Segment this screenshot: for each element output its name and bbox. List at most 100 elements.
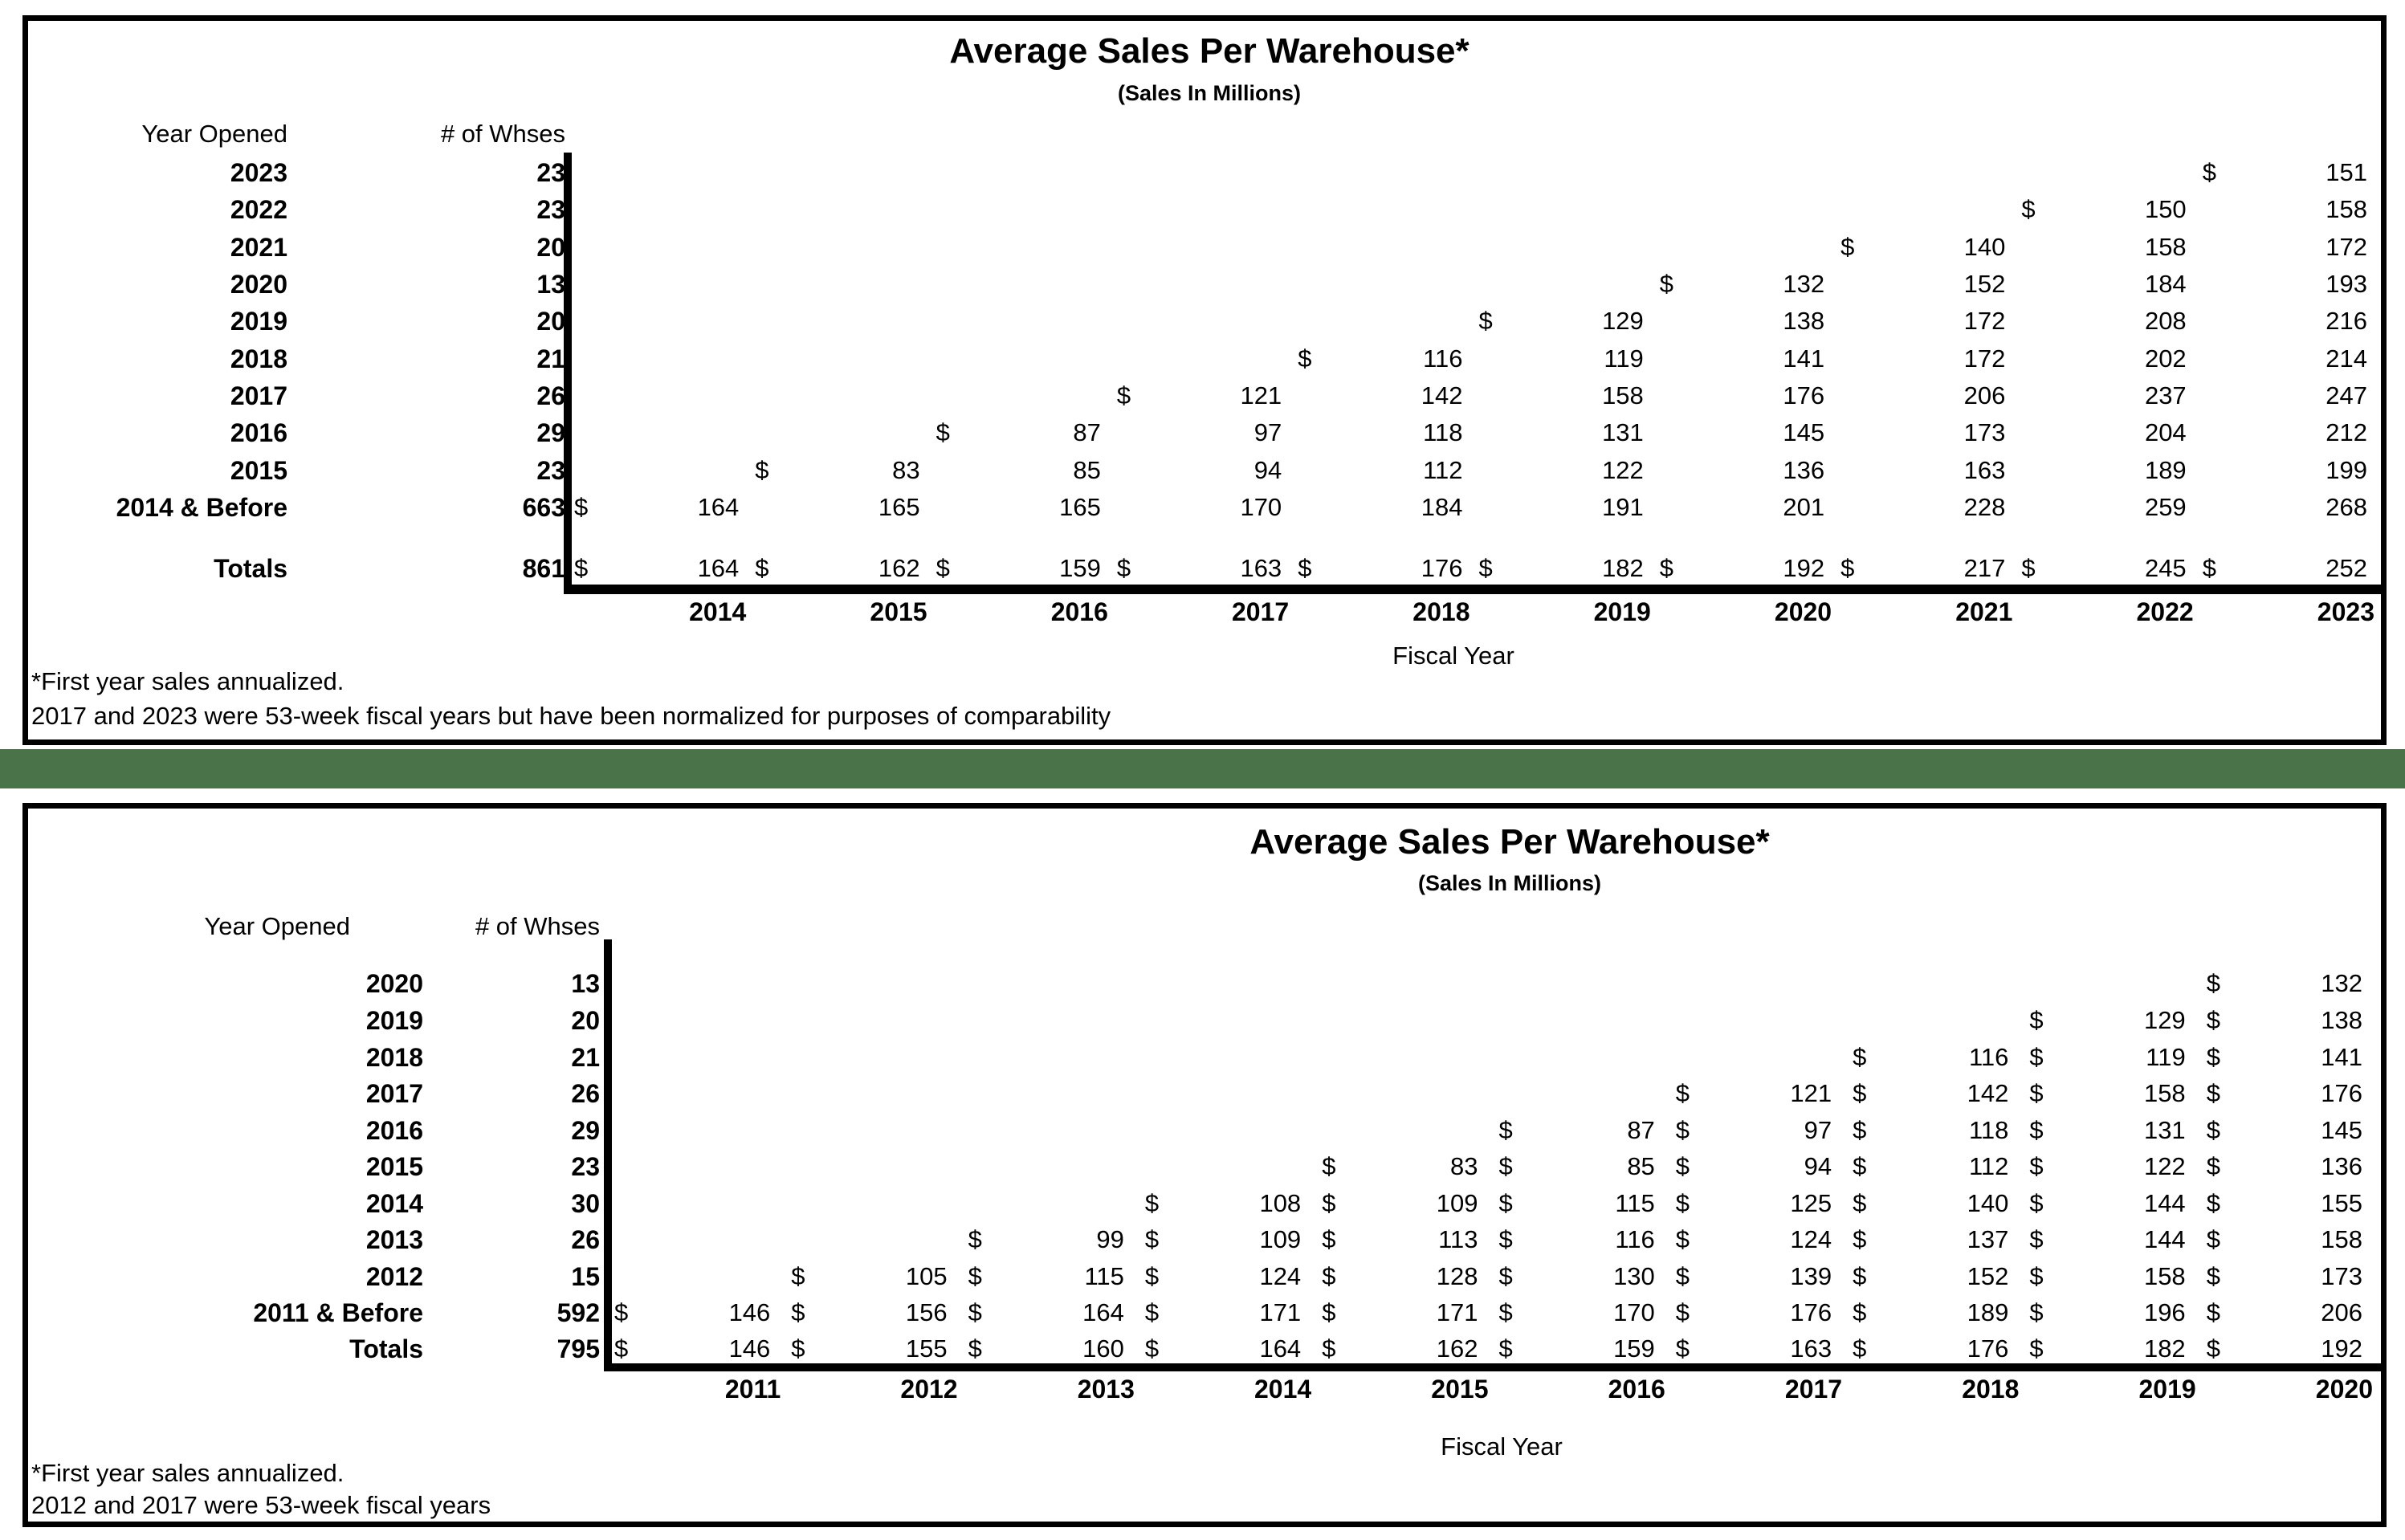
whses-count: 23: [536, 456, 565, 485]
totals-whses-count: 795: [556, 1334, 600, 1363]
sales-cell: $137: [1850, 1224, 2027, 1256]
year-label: 2012: [365, 1262, 423, 1291]
dollar-sign: [934, 491, 936, 524]
dollar-sign: [1657, 305, 1660, 337]
sales-cell: $94: [1673, 1151, 1850, 1183]
footnote: 2012 and 2017 were 53-week fiscal years: [31, 1491, 491, 1519]
sales-cell: $87: [934, 417, 1115, 449]
cell-value: 158: [2144, 233, 2187, 261]
fiscal-year-label: 2019: [1593, 597, 1651, 626]
sales-cell: $112: [1850, 1151, 2027, 1183]
year-label: 2011 & Before: [253, 1298, 423, 1327]
dollar-sign: $: [1478, 554, 1493, 582]
cell-value: 140: [1963, 233, 2006, 261]
cell-value: 171: [1259, 1298, 1302, 1326]
dollar-sign: $: [2029, 1079, 2044, 1107]
sales-cell: 141: [1657, 343, 1838, 375]
dollar-sign: [2200, 380, 2203, 412]
dollar-sign: $: [755, 456, 769, 484]
cell-value: 162: [878, 554, 920, 582]
totals-label: Totals: [349, 1334, 423, 1363]
dollar-sign: [2019, 380, 2021, 412]
fiscal-year-label: 2020: [1774, 597, 1832, 626]
dollar-sign: [2200, 491, 2203, 524]
sales-cell: $162: [752, 552, 933, 585]
cell-value: 142: [1967, 1079, 2009, 1107]
dollar-sign: $: [2206, 1006, 2220, 1034]
cell-value: 252: [2326, 554, 2367, 582]
fiscal-year-label: 2016: [1608, 1375, 1665, 1404]
sales-cell: $146: [612, 1333, 789, 1365]
cell-value: 259: [2144, 493, 2187, 521]
dollar-sign: $: [1322, 1225, 1336, 1253]
dollar-sign: [1477, 343, 1479, 375]
dollar-sign: $: [574, 493, 589, 521]
sales-cell: $163: [1115, 552, 1295, 585]
sales-cell: $144: [2027, 1224, 2203, 1256]
sales-cell: $87: [1497, 1114, 1673, 1147]
cell-value: 144: [2143, 1225, 2186, 1253]
sales-cell: $158: [2027, 1261, 2203, 1293]
dollar-sign: $: [2029, 1225, 2044, 1253]
cell-value: 206: [1963, 381, 2006, 409]
fiscal-year-label: 2012: [900, 1375, 958, 1404]
sales-cell: $138: [2204, 1004, 2381, 1037]
dollar-sign: $: [614, 1298, 629, 1326]
sales-cell: $189: [1850, 1297, 2027, 1329]
dollar-sign: $: [968, 1262, 982, 1290]
report-table-top: Average Sales Per Warehouse* (Sales In Mi…: [22, 15, 2387, 745]
dollar-sign: [1295, 380, 1298, 412]
dollar-sign: $: [755, 554, 769, 582]
cell-value: 155: [2321, 1189, 2362, 1217]
cell-value: 176: [2321, 1079, 2362, 1107]
dollar-sign: $: [2206, 1298, 2220, 1326]
dollar-sign: [1838, 417, 1840, 449]
dollar-sign: $: [2029, 1116, 2044, 1144]
green-page-divider: [0, 749, 2405, 788]
sales-cell: $176: [1295, 552, 1476, 585]
year-label: 2020: [230, 270, 287, 299]
sales-cell: $164: [1143, 1333, 1319, 1365]
dollar-sign: $: [1853, 1262, 1867, 1290]
sales-cell: $140: [1850, 1188, 2027, 1220]
sales-cell: $151: [2200, 157, 2381, 189]
cell-value: 146: [728, 1334, 771, 1363]
fiscal-year-axis-title: Fiscal Year: [1392, 642, 1514, 670]
dollar-sign: $: [1298, 344, 1312, 373]
cell-value: 113: [1438, 1225, 1478, 1253]
dollar-sign: $: [1322, 1152, 1336, 1180]
sales-cell: 94: [1115, 454, 1295, 487]
cell-value: 196: [2143, 1298, 2186, 1326]
cell-value: 121: [1240, 381, 1282, 409]
dollar-sign: $: [1498, 1262, 1513, 1290]
sales-cell: $128: [1319, 1261, 1496, 1293]
fiscal-year-label: 2015: [870, 597, 927, 626]
cell-value: 159: [1059, 554, 1101, 582]
dollar-sign: $: [1675, 1262, 1690, 1290]
cell-value: 173: [2321, 1262, 2362, 1290]
cell-value: 172: [2326, 233, 2367, 261]
sales-cell: 247: [2200, 380, 2381, 412]
sales-cell: $144: [2027, 1188, 2203, 1220]
sales-cell: $159: [934, 552, 1115, 585]
sales-cell: 173: [1838, 417, 2019, 449]
whses-count: 663: [522, 493, 565, 522]
cell-value: 121: [1790, 1079, 1832, 1107]
sales-cell: $164: [572, 491, 752, 524]
cell-value: 144: [2143, 1189, 2186, 1217]
sales-cell: 228: [1838, 491, 2019, 524]
fiscal-year-label: 2023: [2317, 597, 2374, 626]
cell-value: 184: [1421, 493, 1463, 521]
dollar-sign: [2019, 305, 2021, 337]
dollar-sign: $: [1853, 1334, 1867, 1363]
sales-cell: $160: [966, 1333, 1143, 1365]
dollar-sign: $: [1498, 1189, 1513, 1217]
whses-count: 30: [571, 1189, 600, 1218]
dollar-sign: [1657, 380, 1660, 412]
dollar-sign: $: [968, 1298, 982, 1326]
sales-cell: 212: [2200, 417, 2381, 449]
sales-cell: $119: [2027, 1041, 2203, 1074]
whses-count: 23: [571, 1152, 600, 1181]
cell-value: 115: [1615, 1189, 1655, 1217]
cell-value: 158: [2143, 1262, 2186, 1290]
